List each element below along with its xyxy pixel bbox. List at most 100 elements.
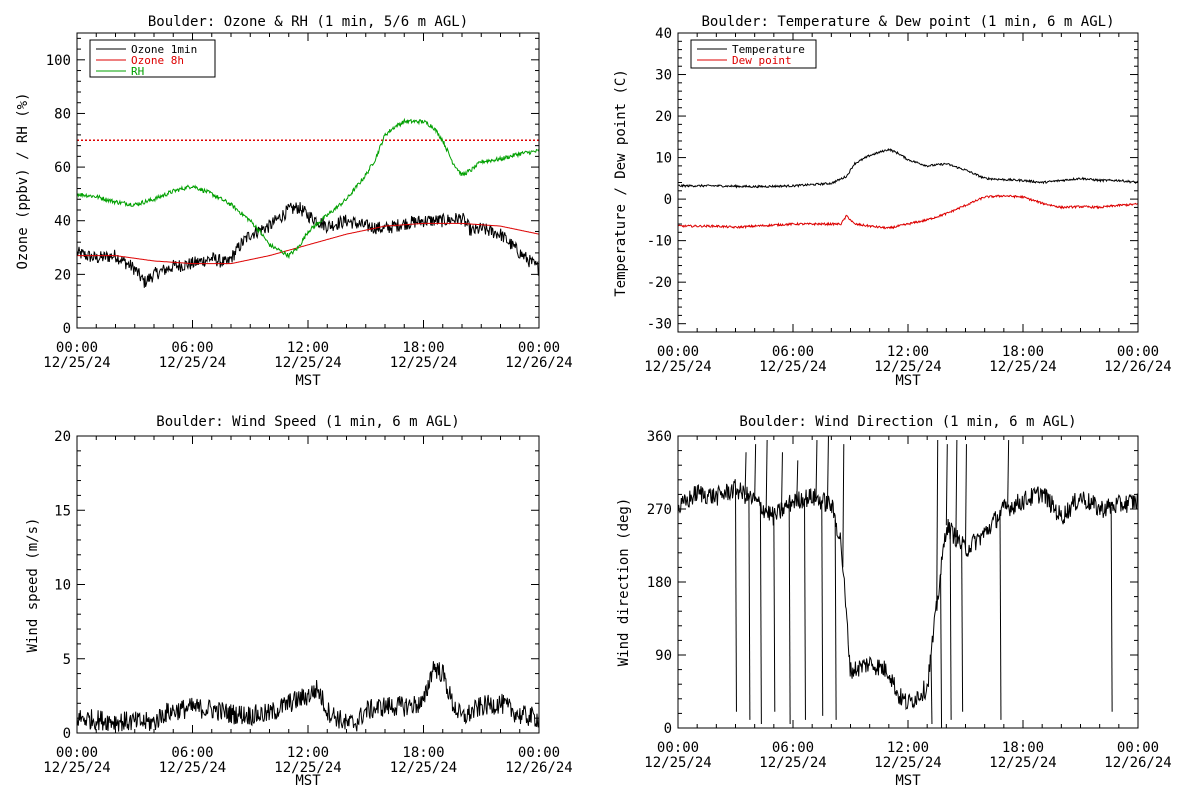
y-tick-label: 40: [54, 214, 71, 230]
legend-label-temperature: Temperature: [732, 43, 805, 56]
x-tick-label-time: 18:00: [1002, 344, 1044, 360]
wind-direction-spike: [949, 530, 952, 720]
x-tick-label-date: 12/25/24: [390, 760, 457, 776]
y-tick-label: -20: [647, 275, 672, 291]
x-tick-label-date: 12/25/24: [43, 760, 110, 776]
wind-direction-spike: [930, 654, 933, 724]
wind-direction-spike: [834, 519, 837, 720]
wind-direction-spike: [796, 460, 799, 501]
y-tick-label: -30: [647, 317, 672, 333]
x-tick-label-time: 00:00: [1117, 344, 1159, 360]
y-tick-label: 30: [655, 68, 672, 84]
x-tick-label-time: 18:00: [1002, 740, 1044, 756]
plot-area: 0510152000:0012/25/2406:0012/25/2412:001…: [43, 429, 572, 776]
series-line-dew-point: [677, 194, 1139, 230]
x-axis-label: MST: [295, 773, 321, 789]
x-tick-label-time: 00:00: [657, 344, 699, 360]
wind-direction-spike: [788, 504, 791, 724]
wind-direction-spike: [945, 444, 948, 526]
plot-area: -30-20-1001020304000:0012/25/2406:0012/2…: [644, 26, 1171, 375]
x-tick-label-date: 12/25/24: [274, 760, 341, 776]
y-tick-label: 10: [655, 151, 672, 167]
legend-label-rh: RH: [131, 65, 144, 78]
x-tick-label-date: 12/25/24: [390, 355, 457, 371]
wind-direction-spike: [821, 500, 824, 716]
legend-box: [690, 39, 817, 69]
wind-direction-spike: [827, 435, 829, 504]
plot-area: 02040608010000:0012/25/2406:0012/25/2412…: [43, 32, 573, 371]
x-tick-label-date: 12/25/24: [759, 755, 826, 771]
x-tick-label-date: 12/25/24: [159, 355, 226, 371]
wind-direction-spike: [815, 440, 818, 499]
x-tick-label-date: 12/25/24: [759, 359, 826, 375]
panel-temperature-dewpoint: Boulder: Temperature & Dew point (1 min,…: [613, 14, 1172, 389]
x-tick-label-time: 06:00: [772, 344, 814, 360]
y-tick-label: 10: [54, 578, 71, 594]
y-tick-label: 100: [46, 53, 71, 69]
y-tick-label: 0: [664, 721, 672, 737]
x-tick-label-time: 06:00: [171, 745, 213, 761]
y-axis-label: Wind direction (deg): [616, 498, 632, 667]
wind-direction-spike: [781, 452, 783, 511]
y-axis-label: Temperature / Dew point (C): [613, 69, 629, 297]
series-line-rh: [77, 117, 540, 260]
y-tick-label: 20: [655, 109, 672, 125]
x-tick-label-time: 06:00: [171, 340, 213, 356]
x-tick-label-time: 00:00: [56, 745, 98, 761]
x-tick-label-time: 12:00: [287, 340, 329, 356]
x-tick-label-date: 12/25/24: [644, 755, 711, 771]
panel-title: Boulder: Temperature & Dew point (1 min,…: [701, 14, 1114, 30]
series-line: [76, 661, 540, 732]
y-tick-label: 90: [655, 648, 672, 664]
y-tick-label: 20: [54, 267, 71, 283]
panel-title: Boulder: Wind Speed (1 min, 6 m AGL): [156, 414, 459, 430]
y-tick-label: 270: [647, 502, 672, 518]
x-tick-label-date: 12/26/24: [505, 355, 572, 371]
x-tick-label-date: 12/26/24: [1104, 755, 1171, 771]
x-tick-label-time: 12:00: [287, 745, 329, 761]
legend: Temperature Dew point: [690, 39, 817, 69]
wind-direction-spike: [1007, 440, 1010, 508]
legend-label-ozone-1min: Ozone 1min: [131, 43, 197, 56]
x-tick-label-date: 12/25/24: [874, 755, 941, 771]
x-tick-label-date: 12/25/24: [159, 760, 226, 776]
wind-direction-spike: [759, 505, 762, 724]
wind-direction-spike: [744, 452, 747, 495]
y-tick-label: 5: [63, 652, 71, 668]
y-tick-label: 15: [54, 503, 71, 519]
y-tick-label: 180: [647, 575, 672, 591]
wind-direction-spike: [940, 573, 943, 729]
wind-direction-spike: [961, 544, 964, 712]
y-tick-label: 0: [664, 192, 672, 208]
x-axis-label: MST: [295, 373, 321, 389]
wind-direction-spike: [936, 440, 939, 607]
x-tick-label-date: 12/25/24: [644, 359, 711, 375]
y-tick-label: -10: [647, 234, 672, 250]
y-tick-label: 20: [54, 429, 71, 445]
x-axis-label: MST: [895, 373, 921, 389]
panel-title: Boulder: Wind Direction (1 min, 6 m AGL): [739, 414, 1076, 430]
wind-direction-spike: [754, 444, 757, 501]
wind-direction-spike: [965, 444, 967, 550]
x-tick-label-date: 12/25/24: [989, 755, 1056, 771]
wind-direction-spike: [748, 497, 751, 720]
wind-direction-spike: [1110, 506, 1113, 712]
x-tick-label-date: 12/26/24: [505, 760, 572, 776]
y-axis-label: Ozone (ppbv) / RH (%): [15, 92, 31, 269]
x-tick-label-date: 12/25/24: [989, 359, 1056, 375]
x-tick-label-time: 12:00: [887, 740, 929, 756]
x-axis-label: MST: [895, 773, 921, 789]
x-tick-label-time: 18:00: [402, 745, 444, 761]
x-tick-label-time: 12:00: [887, 344, 929, 360]
series-line-ozone-8h: [77, 222, 540, 265]
wind-direction-spike: [804, 498, 806, 720]
x-tick-label-time: 00:00: [1117, 740, 1159, 756]
y-tick-label: 0: [63, 321, 71, 337]
wind-direction-spike: [773, 517, 776, 712]
wind-direction-spike: [955, 440, 958, 538]
y-tick-label: 60: [54, 160, 71, 176]
legend-label-ozone-8h: Ozone 8h: [131, 54, 184, 67]
x-tick-label-time: 00:00: [657, 740, 699, 756]
